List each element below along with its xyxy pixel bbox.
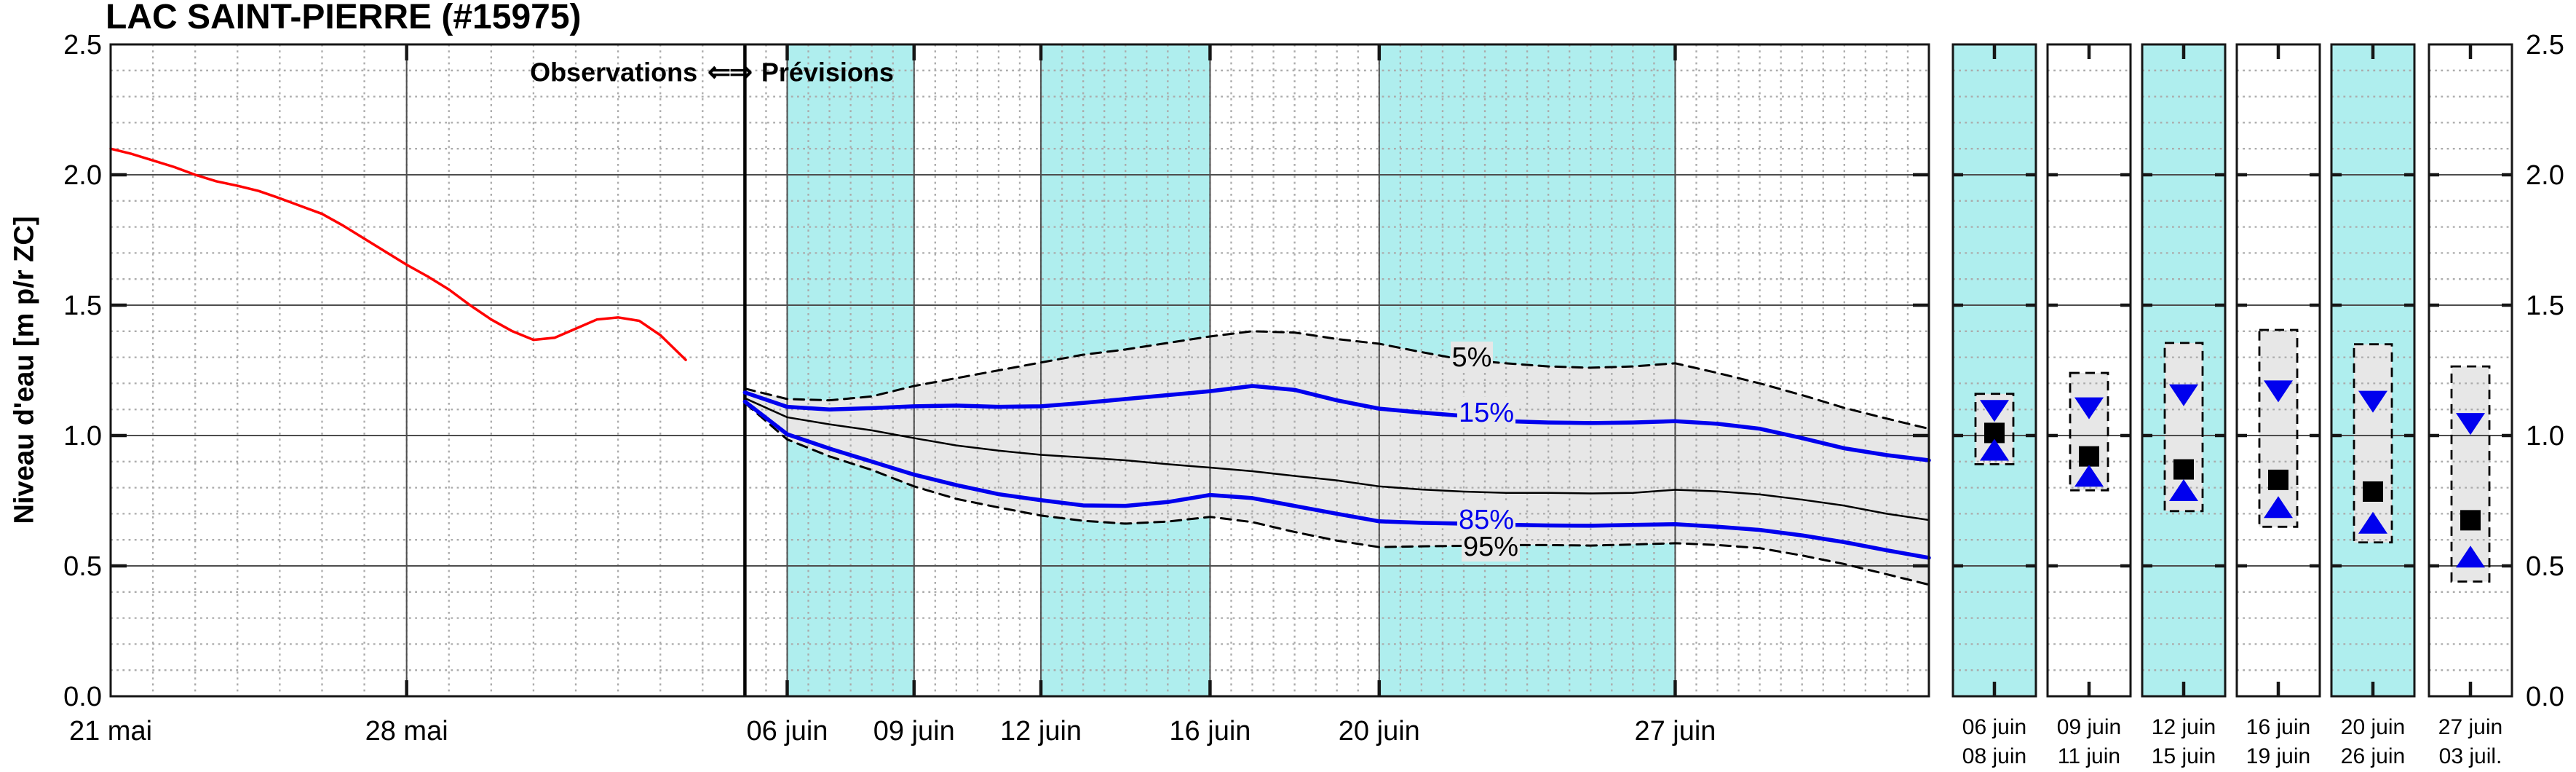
mini-range-box [2450,365,2491,583]
mini-cyan-background [1953,44,2036,696]
y-axis-title: Niveau d'eau [m p/r ZC] [9,216,40,524]
mini-panel-date-start: 12 juin [2152,715,2216,739]
mini-range-box [2069,371,2109,492]
page-title: LAC SAINT-PIERRE (#15975) [106,0,582,36]
mini-range-fill [2259,330,2297,527]
mini-range-fill [2354,344,2392,543]
mini-range-box [2353,343,2393,544]
mini-panel-date-start: 06 juin [1962,715,2026,739]
y-tick-label-left: 0.5 [63,551,102,582]
mini-panel-date-end: 19 juin [2246,744,2310,768]
axis-tick-labels: 0.0 0.0 0.5 0.5 1.0 1.0 1.5 1.5 2.0 2.0 2.5 2.5 21 m… [63,30,2564,747]
y-tick-label-right: 0.0 [2526,682,2564,712]
x-tick-label: 09 juin [873,716,955,747]
y-tick-label-right: 2.5 [2526,30,2564,60]
obs-forecast-annotation: Observations ⇐⇒ Prévisions [530,56,894,89]
median-marker [2268,469,2288,490]
main-plot-border [109,43,1930,698]
mini-panel-date-end: 03 juil. [2439,744,2502,768]
previsions-label: Prévisions [761,57,894,87]
tri-down-marker [2456,413,2485,436]
percentile-label: 85% [1459,505,1514,535]
observations-label: Observations [530,57,698,87]
y-tick-label-right: 1.5 [2526,291,2564,321]
y-tick-label-right: 0.5 [2526,551,2564,582]
tri-down-marker [1980,400,2009,422]
median-marker [2363,481,2383,502]
y-tick-label-left: 2.0 [63,160,102,191]
median-line [744,397,1930,521]
y-tick-label-left: 0.0 [63,682,102,712]
x-tick-label: 16 juin [1169,716,1251,747]
mini-panel-date-start: 16 juin [2246,715,2310,739]
mini-range-box [2163,342,2204,513]
mini-panel-3: 12 juin 15 juin [2141,43,2227,768]
mini-panel-date-end: 11 juin [2058,744,2120,768]
y-tick-label-left: 1.0 [63,421,102,452]
observed-line [109,147,687,361]
grid [111,44,2512,696]
x-tick-label: 20 juin [1339,716,1420,747]
y-tick-label-right: 1.0 [2526,421,2564,452]
tri-up-marker [2264,496,2293,519]
tri-down-marker [2358,390,2387,413]
mini-panel-date-end: 08 juin [1962,744,2026,768]
median-marker [2460,510,2481,531]
mini-panel-date-start: 27 juin [2438,715,2502,739]
tri-up-marker [2169,478,2198,501]
y-tick-label-left: 1.5 [63,291,102,321]
p5-line [743,330,1930,430]
tri-up-marker [2358,511,2387,534]
p85-line [742,399,1931,560]
mini-range-box [2258,328,2299,528]
mini-panel-border [2046,43,2132,698]
forecast-series [742,330,1931,586]
tri-up-marker [2456,545,2485,568]
y-tick-label-right: 2.0 [2526,160,2564,191]
mini-panel-4: 16 juin 19 juin [2235,43,2321,768]
x-tick-label: 28 mai [365,716,448,747]
x-tick-label: 27 juin [1634,716,1716,747]
mini-range-fill [2452,366,2489,582]
tri-up-marker [2074,465,2104,487]
y-tick-label-left: 2.5 [63,30,102,60]
percentile-labels: 5% 15% 85%95% [1451,342,1520,562]
mini-panel-6: 27 juin 03 juil. [2428,43,2513,768]
mini-panel-date-start: 09 juin [2057,715,2121,739]
double-arrow-icon: ⇐⇒ [708,57,753,88]
p15-line [742,384,1931,462]
percentile-label: 95% [1463,532,1518,562]
mini-panel-date-end: 15 juin [2152,744,2216,768]
percentile-label: 15% [1459,398,1514,428]
tri-down-marker [2169,384,2198,406]
x-tick-label: 21 mai [69,716,152,747]
percentile-label: 5% [1452,342,1492,373]
tri-up-marker [1980,438,2009,461]
mini-range-box [1974,393,2015,465]
mini-panel-2: 09 juin 11 juin [2046,43,2132,768]
mini-panel-date-end: 26 juin [2341,744,2405,768]
x-tick-label: 12 juin [1000,716,1082,747]
p95-line [743,401,1930,586]
x-tick-label: 06 juin [746,716,828,747]
tri-down-marker [2074,397,2104,420]
median-marker [2079,446,2099,467]
cyan-band [787,44,914,696]
mini-panel-1: 06 juin 08 juin [1951,43,2037,768]
mini-panel-date-start: 20 juin [2341,715,2405,739]
mini-panel-5: 20 juin 26 juin [2330,43,2416,768]
tri-down-marker [2264,380,2293,403]
median-marker [2173,459,2194,480]
